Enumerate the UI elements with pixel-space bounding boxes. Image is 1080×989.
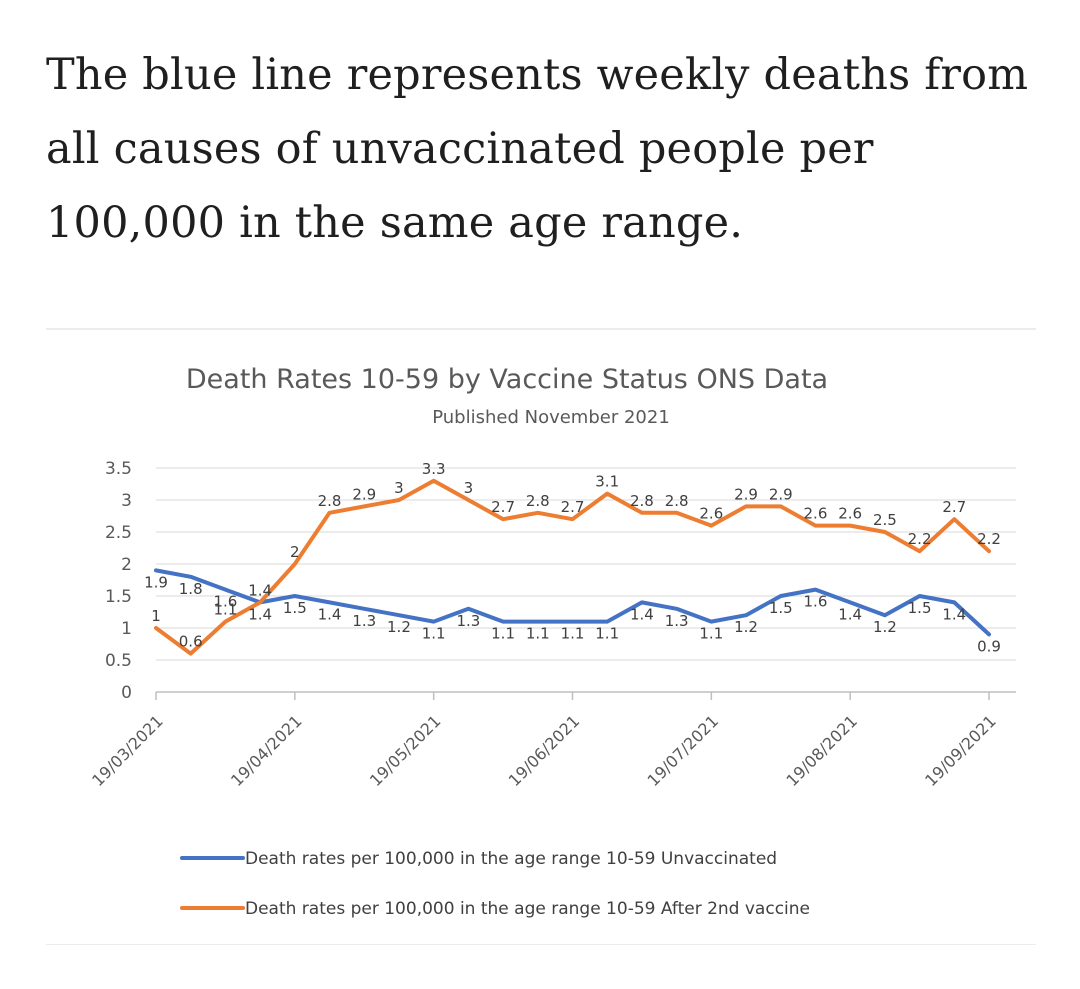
data-label: 2.5 bbox=[873, 511, 897, 529]
data-label: 1.3 bbox=[665, 612, 689, 630]
line-chart: Death Rates 10-59 by Vaccine Status ONS … bbox=[46, 328, 1036, 945]
data-label: 2.9 bbox=[352, 485, 376, 503]
data-label: 1.1 bbox=[699, 625, 723, 643]
chart-canvas: Death Rates 10-59 by Vaccine Status ONS … bbox=[88, 364, 1016, 919]
series-lines bbox=[154, 478, 991, 656]
y-tick-label: 3.5 bbox=[105, 459, 132, 479]
data-label: 1.4 bbox=[630, 605, 654, 623]
data-label: 1.3 bbox=[456, 612, 480, 630]
data-label: 2.6 bbox=[699, 505, 723, 523]
data-label: 1.6 bbox=[804, 593, 828, 611]
x-tick-label: 19/05/2021 bbox=[366, 711, 445, 790]
data-label: 1.1 bbox=[561, 625, 585, 643]
data-label: 3 bbox=[394, 479, 404, 497]
data-label: 2.6 bbox=[838, 505, 862, 523]
data-label: 1.2 bbox=[873, 618, 897, 636]
x-axis: 19/03/2021 19/04/2021 19/05/2021 19/06/2021… bbox=[88, 691, 1016, 790]
data-label: 0.9 bbox=[977, 637, 1001, 655]
data-label: 2.7 bbox=[561, 498, 585, 516]
chart-subtitle: Published November 2021 bbox=[432, 407, 670, 428]
data-label: 2.9 bbox=[734, 485, 758, 503]
data-label: 1.9 bbox=[144, 573, 168, 591]
data-label: 1.5 bbox=[908, 599, 932, 617]
data-label: 1.1 bbox=[595, 625, 619, 643]
x-tick-label: 19/09/2021 bbox=[921, 711, 1000, 790]
data-label: 1.4 bbox=[838, 605, 862, 623]
x-tick-label: 19/06/2021 bbox=[505, 711, 584, 790]
data-label: 2.7 bbox=[491, 498, 515, 516]
y-tick-label: 2.5 bbox=[105, 523, 132, 543]
data-label: 2.2 bbox=[977, 530, 1001, 548]
data-label: 2.8 bbox=[526, 492, 550, 510]
data-label: 2.2 bbox=[908, 530, 932, 548]
data-label: 1.1 bbox=[491, 625, 515, 643]
data-label: 1.2 bbox=[734, 618, 758, 636]
data-label: 1.6 bbox=[213, 593, 237, 611]
data-label: 2.6 bbox=[804, 505, 828, 523]
data-label: 1.4 bbox=[942, 605, 966, 623]
data-label: 1.5 bbox=[283, 599, 307, 617]
data-label: 1.3 bbox=[352, 612, 376, 630]
x-tick-label: 19/03/2021 bbox=[88, 711, 167, 790]
data-label: 1 bbox=[151, 607, 161, 625]
data-label: 2.8 bbox=[630, 492, 654, 510]
y-tick-label: 2 bbox=[121, 555, 132, 575]
data-label: 1.2 bbox=[387, 618, 411, 636]
data-labels: 1.9 1.81.61.4 1.5 1.4 1.3 1.2 1.11.31.1 1.1 1.1 1… bbox=[144, 460, 1001, 656]
series-line-after-2nd-vaccine bbox=[154, 478, 991, 656]
y-tick-label: 0 bbox=[121, 683, 132, 703]
chart-title: Death Rates 10-59 by Vaccine Status ONS … bbox=[186, 364, 828, 395]
y-tick-label: 0.5 bbox=[105, 651, 132, 671]
data-label: 1.4 bbox=[248, 605, 272, 623]
x-tick-label: 19/07/2021 bbox=[644, 711, 723, 790]
x-tick-label: 19/08/2021 bbox=[782, 711, 861, 790]
data-label: 3 bbox=[464, 479, 474, 497]
data-label: 1.1 bbox=[422, 625, 446, 643]
y-axis: 0 0.5 1 1.5 2 2.5 3 3.5 bbox=[105, 459, 132, 703]
data-label: 2.8 bbox=[318, 492, 342, 510]
caption-text: The blue line represents weekly deaths f… bbox=[46, 50, 1029, 248]
data-label: 2.9 bbox=[769, 485, 793, 503]
y-tick-label: 3 bbox=[121, 491, 132, 511]
y-tick-label: 1 bbox=[121, 619, 132, 639]
data-label: 1.1 bbox=[526, 625, 550, 643]
data-label: 1.4 bbox=[318, 605, 342, 623]
legend-label: Death rates per 100,000 in the age range… bbox=[245, 899, 810, 919]
legend-label: Death rates per 100,000 in the age range… bbox=[245, 849, 777, 869]
data-label: 1.1 bbox=[213, 601, 237, 619]
x-tick-label: 19/04/2021 bbox=[227, 711, 306, 790]
data-label: 3.1 bbox=[595, 473, 619, 491]
data-label: 2.7 bbox=[942, 498, 966, 516]
y-tick-label: 1.5 bbox=[105, 587, 132, 607]
series-line-unvaccinated bbox=[154, 568, 991, 637]
data-label: 1.4 bbox=[248, 581, 272, 599]
data-label: 1.5 bbox=[769, 599, 793, 617]
data-label: 2.8 bbox=[665, 492, 689, 510]
data-label: 1.8 bbox=[179, 580, 203, 598]
data-label: 2 bbox=[290, 543, 300, 561]
data-label: 3.3 bbox=[422, 460, 446, 478]
legend: Death rates per 100,000 in the age range… bbox=[180, 849, 810, 919]
data-label: 0.6 bbox=[179, 633, 203, 651]
